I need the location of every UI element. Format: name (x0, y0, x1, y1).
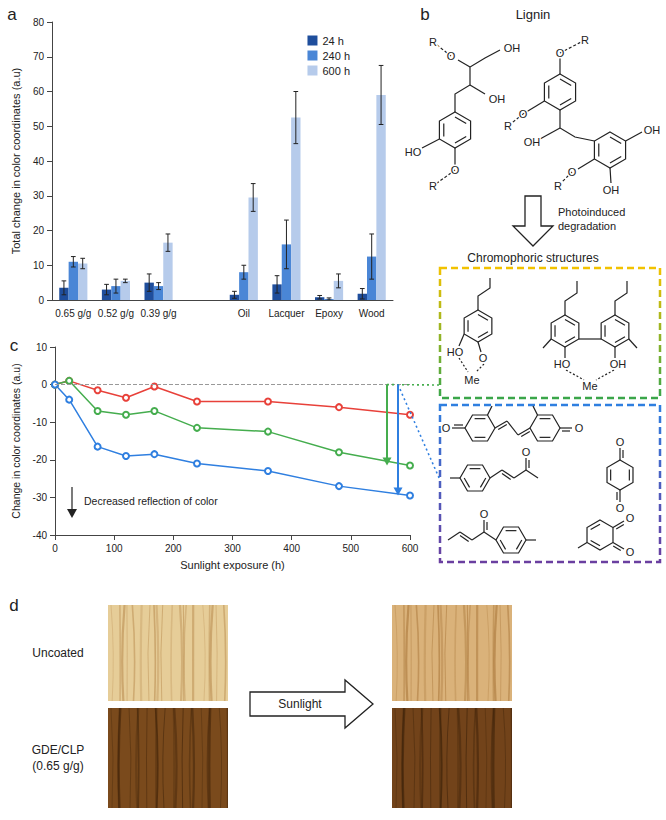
svg-text:Sunlight exposure (h): Sunlight exposure (h) (180, 559, 285, 571)
svg-text:OH: OH (603, 184, 620, 196)
svg-text:30: 30 (33, 190, 45, 201)
svg-text:O: O (616, 436, 625, 448)
svg-text:HO: HO (554, 358, 571, 370)
svg-text:70: 70 (33, 51, 45, 62)
svg-text:OH: OH (504, 42, 521, 54)
svg-text:HO: HO (405, 146, 422, 158)
svg-text:60: 60 (33, 86, 45, 97)
svg-text:Chromophoric structures: Chromophoric structures (467, 251, 598, 265)
svg-text:R: R (429, 36, 437, 48)
svg-text:10: 10 (36, 342, 48, 353)
svg-text:Change in color coordinates (a: Change in color coordinates (a.u) (10, 363, 22, 518)
svg-text:24 h: 24 h (322, 35, 343, 47)
svg-text:500: 500 (342, 543, 359, 554)
svg-text:10: 10 (33, 260, 45, 271)
svg-text:-20: -20 (33, 454, 48, 465)
svg-text:0: 0 (38, 295, 44, 306)
svg-text:OH: OH (489, 93, 506, 105)
svg-text:600 h: 600 h (322, 65, 350, 77)
svg-text:0.52 g/g: 0.52 g/g (98, 308, 134, 319)
svg-text:O: O (575, 422, 584, 434)
svg-text:Epoxy: Epoxy (315, 308, 343, 319)
svg-text:OH: OH (610, 358, 627, 370)
svg-text:R: R (429, 180, 437, 192)
svg-text:-30: -30 (33, 492, 48, 503)
svg-text:R: R (504, 120, 512, 132)
svg-text:Me: Me (464, 374, 479, 386)
svg-text:O: O (480, 508, 489, 520)
svg-text:d: d (9, 596, 18, 615)
svg-text:Lacquer: Lacquer (268, 308, 305, 319)
svg-text:O: O (616, 502, 625, 514)
svg-text:100: 100 (106, 543, 123, 554)
svg-text:-10: -10 (33, 417, 48, 428)
svg-text:600: 600 (402, 543, 419, 554)
svg-text:300: 300 (224, 543, 241, 554)
svg-text:0.65 g/g: 0.65 g/g (55, 308, 91, 319)
svg-text:R: R (581, 34, 589, 46)
svg-text:0: 0 (52, 543, 58, 554)
svg-text:O: O (479, 352, 488, 364)
svg-text:Wood: Wood (359, 308, 385, 319)
svg-text:(0.65 g/g): (0.65 g/g) (32, 759, 83, 773)
svg-text:Decreased reflection of color: Decreased reflection of color (84, 495, 218, 507)
svg-text:-40: -40 (33, 530, 48, 541)
svg-text:O: O (626, 546, 635, 558)
svg-text:400: 400 (283, 543, 300, 554)
svg-text:O: O (626, 512, 635, 524)
svg-text:240 h: 240 h (322, 50, 350, 62)
svg-text:Oil: Oil (238, 308, 250, 319)
svg-text:0.39 g/g: 0.39 g/g (140, 308, 176, 319)
svg-text:b: b (420, 5, 429, 24)
svg-text:degradation: degradation (558, 220, 616, 232)
svg-text:200: 200 (165, 543, 182, 554)
svg-text:O: O (568, 166, 577, 178)
svg-text:Sunlight: Sunlight (278, 697, 322, 711)
svg-text:O: O (519, 108, 528, 120)
svg-text:O: O (451, 164, 460, 176)
svg-text:80: 80 (33, 17, 45, 28)
svg-text:O: O (447, 50, 456, 62)
svg-text:a: a (7, 5, 17, 24)
svg-text:OH: OH (644, 124, 661, 136)
svg-text:HO: HO (447, 346, 464, 358)
svg-text:O: O (522, 446, 531, 458)
svg-text:O: O (442, 422, 451, 434)
svg-text:O: O (556, 47, 565, 59)
svg-text:40: 40 (33, 156, 45, 167)
svg-text:50: 50 (33, 121, 45, 132)
svg-text:R: R (554, 180, 562, 192)
svg-text:Me: Me (582, 380, 597, 392)
svg-text:Lignin: Lignin (516, 7, 551, 22)
svg-text:20: 20 (33, 225, 45, 236)
svg-text:Total change in color coordina: Total change in color coordinates (a.u) (10, 68, 22, 255)
svg-text:Uncoated: Uncoated (32, 646, 83, 660)
svg-text:c: c (10, 336, 19, 355)
svg-text:GDE/CLP: GDE/CLP (32, 743, 85, 757)
svg-text:Photoinduced: Photoinduced (558, 206, 625, 218)
svg-text:0: 0 (41, 379, 47, 390)
svg-text:OH: OH (524, 136, 541, 148)
